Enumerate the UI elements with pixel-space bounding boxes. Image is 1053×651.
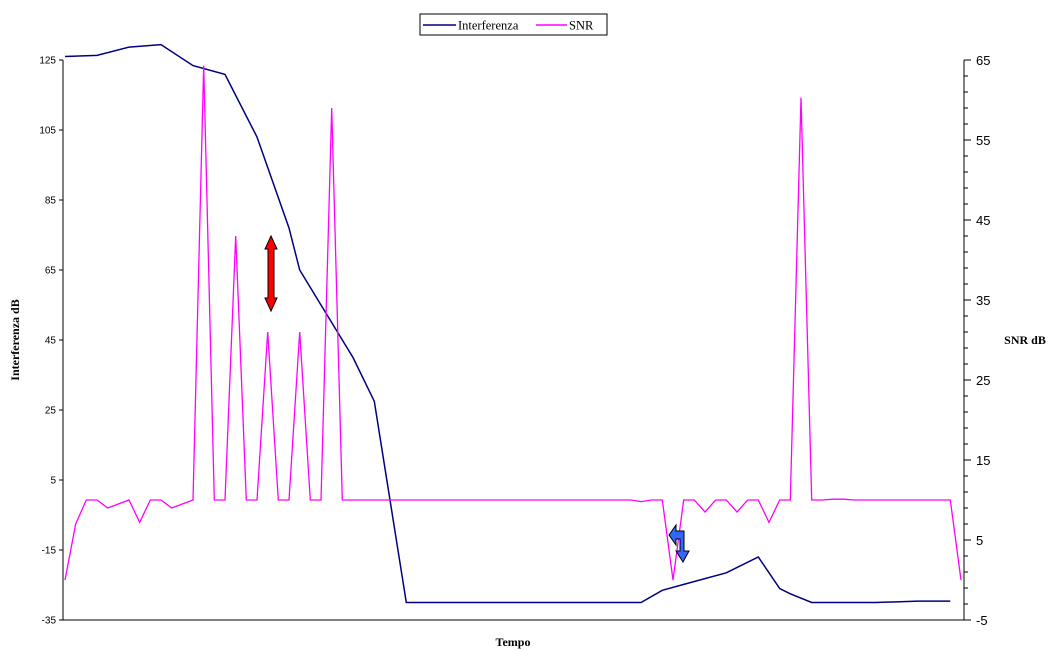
right-tick-label: 15 xyxy=(976,453,990,468)
x-axis-title: Tempo xyxy=(496,635,531,649)
left-tick-label: -15 xyxy=(42,546,57,557)
legend-label-interferenza: Interferenza xyxy=(458,19,519,33)
left-tick-label: 65 xyxy=(45,266,57,277)
left-tick-label: 85 xyxy=(45,196,57,207)
right-tick-label: 25 xyxy=(976,373,990,388)
series-line-interferenza xyxy=(64,43,951,604)
left-tick-label: 125 xyxy=(39,56,56,67)
series-line-snr xyxy=(64,65,962,581)
y-axis-title-left: Interferenza dB xyxy=(8,299,22,380)
left-axis-ticks: 125 105 85 65 45 25 5 -15 -35 xyxy=(39,56,63,627)
left-tick-label: 5 xyxy=(50,476,56,487)
left-tick-label: 25 xyxy=(45,406,57,417)
legend: Interferenza SNR xyxy=(419,13,608,36)
left-tick-label: 105 xyxy=(39,126,56,137)
right-tick-label: 5 xyxy=(976,533,983,548)
right-tick-label: 65 xyxy=(976,53,990,68)
series-layer xyxy=(64,43,962,604)
right-axis-ticks: 65 55 45 35 25 15 5 -5 xyxy=(964,53,990,628)
left-tick-label: 45 xyxy=(45,336,57,347)
blue-bent-arrow xyxy=(668,523,690,563)
right-tick-label: -5 xyxy=(976,613,988,628)
right-tick-label: 55 xyxy=(976,133,990,148)
legend-box xyxy=(419,13,608,36)
y-axis-title-right: SNR dB xyxy=(1004,333,1046,347)
red-double-arrow xyxy=(264,234,278,313)
legend-label-snr: SNR xyxy=(569,19,594,33)
left-tick-label: -35 xyxy=(42,616,57,627)
right-tick-label: 45 xyxy=(976,213,990,228)
right-tick-label: 35 xyxy=(976,293,990,308)
